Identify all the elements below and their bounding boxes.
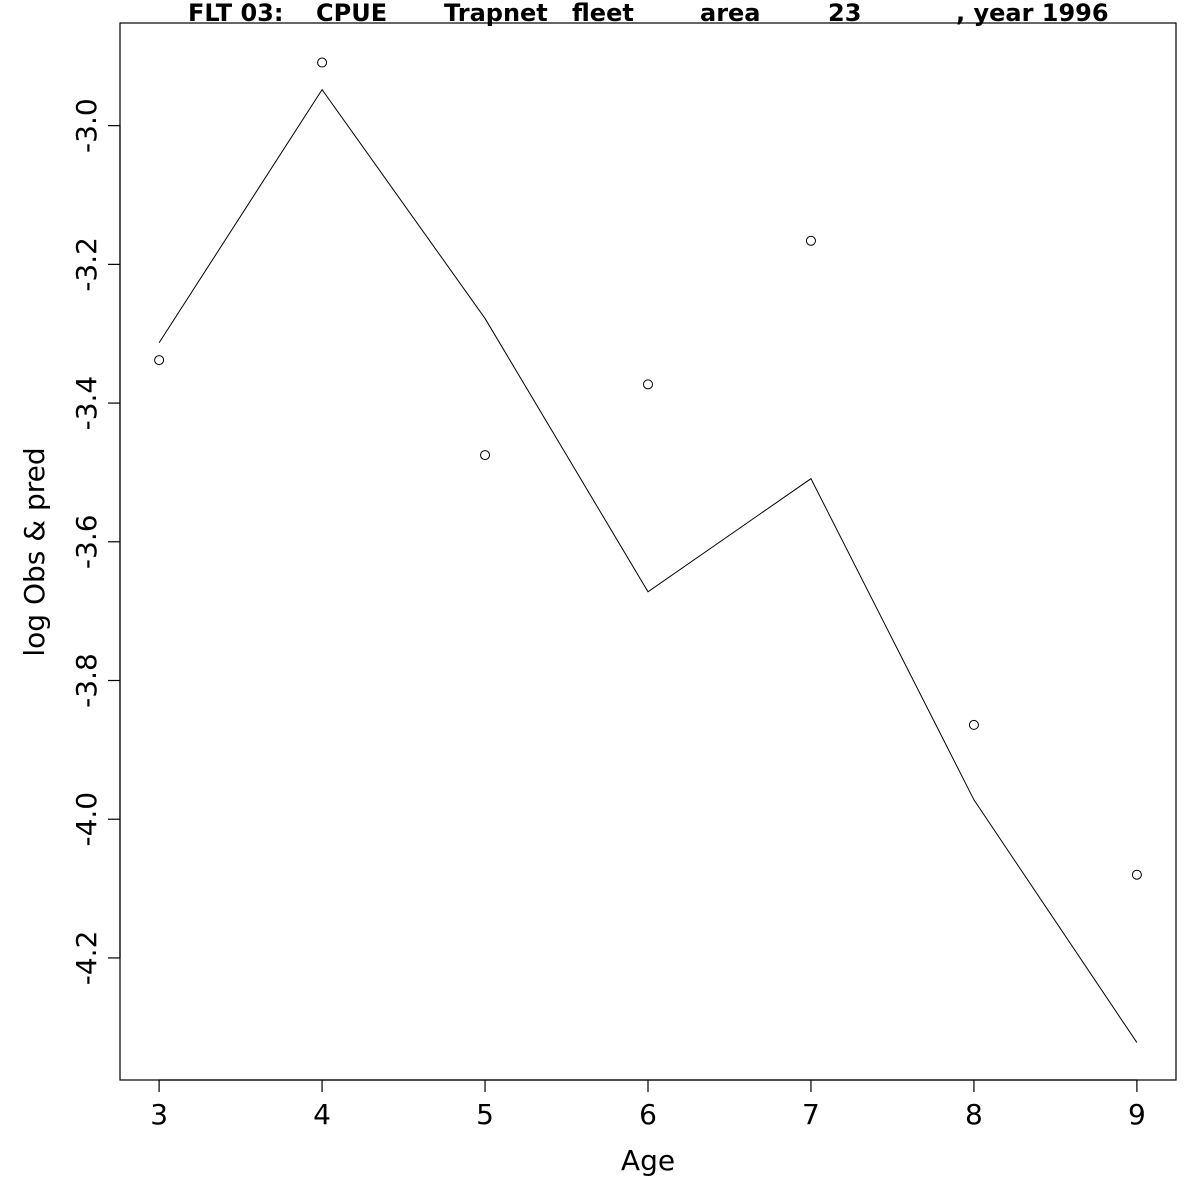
obs-point — [154, 355, 165, 366]
obs-point — [968, 719, 979, 730]
obs-point — [480, 450, 491, 461]
y-axis-label: log Obs & pred — [18, 447, 51, 656]
y-tick-label: -3.2 — [70, 237, 103, 292]
obs-point — [643, 379, 653, 390]
x-tick-label: 4 — [313, 1098, 331, 1131]
y-tick-label: -4.0 — [70, 792, 103, 847]
obs-point — [1131, 869, 1142, 880]
y-tick-label: -3.0 — [70, 98, 103, 153]
obs-points-series — [154, 57, 1142, 880]
x-tick-label: 9 — [1128, 1098, 1146, 1131]
x-tick-label: 3 — [150, 1098, 168, 1131]
pred-line-series — [158, 88, 1138, 1043]
obs-point — [317, 57, 328, 68]
x-tick-label: 6 — [639, 1098, 657, 1131]
y-tick-label: -3.6 — [70, 514, 103, 569]
y-tick-label: -4.2 — [70, 931, 103, 986]
pred-line — [158, 88, 1138, 1043]
obs-point — [805, 235, 816, 246]
x-axis-label: Age — [621, 1144, 675, 1177]
x-tick-label: 7 — [802, 1098, 820, 1131]
y-axis: -3.0 -3.2 -3.4 -3.6 -3.8 -4.0 -4.2 — [70, 98, 121, 986]
plot-frame — [119, 22, 1177, 1081]
x-tick-label: 8 — [965, 1098, 983, 1131]
y-tick-label: -3.4 — [70, 376, 103, 431]
y-tick-label: -3.8 — [70, 653, 103, 708]
x-axis: 3 4 5 6 7 8 9 — [150, 1079, 1146, 1131]
x-tick-label: 5 — [476, 1098, 494, 1131]
